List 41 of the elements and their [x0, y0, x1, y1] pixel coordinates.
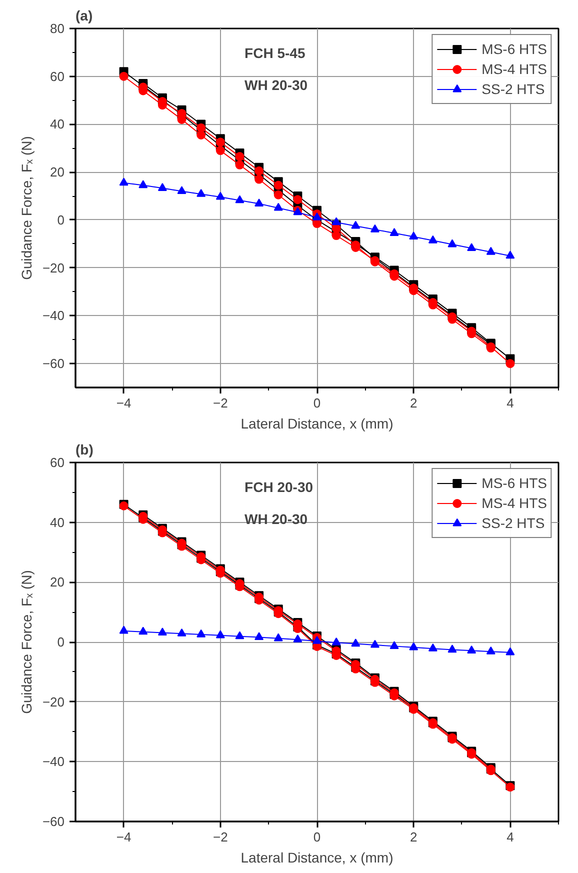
legend-label: MS-4 HTS — [482, 494, 547, 512]
y-axis-title: Guidance Force, Fₓ (N) — [18, 136, 34, 280]
legend-label: MS-6 HTS — [482, 474, 547, 492]
chart-title: (b) — [76, 442, 94, 458]
annotation: WH 20-30 — [244, 511, 308, 528]
x-tick-label: −4 — [116, 396, 132, 410]
x-tick-label: 2 — [410, 830, 418, 844]
y-tick-label: −60 — [42, 356, 65, 372]
y-tick-label: 40 — [50, 116, 65, 132]
x-tick-label: 4 — [506, 396, 514, 410]
y-tick-label: 20 — [50, 164, 65, 180]
x-axis-title: Lateral Distance, x (mm) — [240, 416, 394, 432]
y-tick-label: −60 — [42, 814, 65, 829]
y-tick-label: 0 — [57, 212, 65, 228]
annotation: WH 20-30 — [244, 77, 308, 94]
legend-label: MS-4 HTS — [482, 60, 547, 78]
y-tick-label: 80 — [50, 21, 65, 36]
x-tick-label: 2 — [410, 396, 418, 410]
y-axis-title: Guidance Force, Fₓ (N) — [18, 570, 34, 714]
y-tick-label: −40 — [42, 754, 65, 770]
y-tick-label: 0 — [57, 634, 65, 650]
x-tick-label: −2 — [212, 830, 228, 844]
x-axis-title: Lateral Distance, x (mm) — [240, 850, 394, 866]
x-tick-label: −4 — [116, 830, 132, 844]
x-tick-label: 4 — [506, 830, 514, 844]
y-tick-label: −20 — [42, 694, 65, 710]
y-tick-label: −40 — [42, 308, 65, 324]
y-tick-label: −20 — [42, 260, 65, 276]
annotation: FCH 5-45 — [244, 44, 306, 61]
chart-title: (a) — [76, 8, 93, 24]
legend-label: SS-2 HTS — [482, 514, 545, 532]
legend-label: SS-2 HTS — [482, 80, 545, 98]
x-tick-label: −2 — [212, 396, 228, 410]
legend-label: MS-6 HTS — [482, 40, 547, 58]
y-tick-label: 20 — [50, 574, 65, 590]
y-tick-label: 60 — [50, 68, 65, 84]
x-tick-label: 0 — [313, 830, 321, 844]
y-tick-label: 40 — [50, 514, 65, 530]
y-tick-label: 60 — [50, 455, 65, 470]
x-tick-label: 0 — [313, 396, 321, 410]
annotation: FCH 20-30 — [244, 478, 314, 495]
